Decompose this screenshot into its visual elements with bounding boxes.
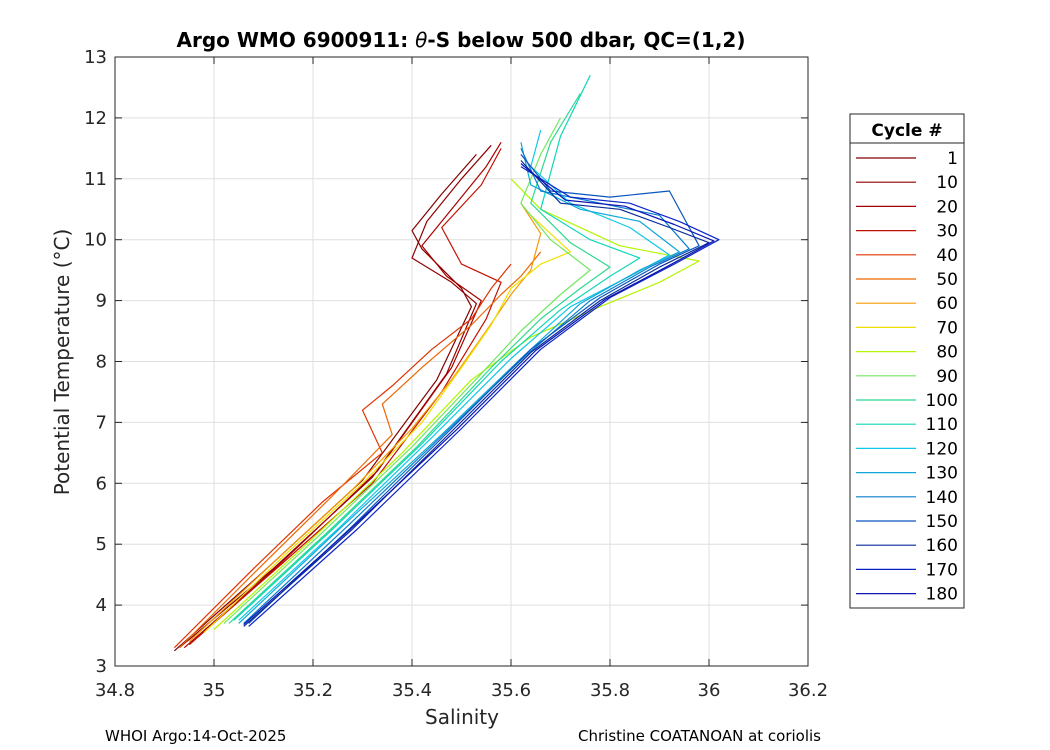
title-prefix: Argo WMO 6900911:	[177, 28, 416, 52]
y-tick-label: 11	[84, 169, 107, 190]
legend-label-cycle-90: 90	[936, 367, 958, 387]
y-tick-label: 4	[96, 595, 107, 616]
legend-label-cycle-150: 150	[926, 512, 958, 532]
legend-label-cycle-60: 60	[936, 294, 958, 314]
series-line-cycle-40	[173, 263, 512, 649]
title-theta-symbol: θ	[415, 28, 427, 52]
y-tick-label: 3	[96, 656, 107, 677]
series-line-cycle-160	[243, 160, 710, 627]
x-axis: 34.8 35 35.2 35.4 35.6 35.8 36 36.2	[95, 57, 828, 701]
title-suffix: -S below 500 dbar, QC=(1,2)	[427, 28, 745, 52]
legend-label-cycle-120: 120	[926, 439, 958, 459]
series-line-cycle-90	[223, 117, 591, 624]
legend-label-cycle-10: 10	[936, 173, 958, 193]
x-tick-label: 35.4	[392, 680, 432, 701]
series-line-cycle-80	[213, 178, 700, 630]
x-axis-label: Salinity	[425, 705, 499, 729]
legend-label-cycle-20: 20	[936, 197, 958, 217]
y-tick-label: 8	[96, 352, 107, 373]
x-tick-label: 35.8	[590, 680, 630, 701]
y-tick-label: 9	[96, 291, 107, 312]
footer-right: Christine COATANOAN at coriolis	[578, 727, 821, 745]
series-layer	[173, 75, 720, 652]
y-axis: 3 4 5 6 7 8 9 10 11 12 13	[84, 47, 808, 677]
y-tick-label: 12	[84, 108, 107, 129]
chart-title: Argo WMO 6900911: θ-S below 500 dbar, QC…	[177, 28, 746, 52]
legend-title: Cycle #	[871, 121, 942, 141]
y-tick-label: 13	[84, 47, 107, 68]
legend-box	[849, 113, 965, 609]
series-line-cycle-130	[238, 142, 680, 624]
y-tick-label: 7	[96, 412, 107, 433]
y-tick-label: 5	[96, 534, 107, 555]
series-line-cycle-150	[248, 154, 700, 624]
legend-label-cycle-170: 170	[926, 560, 958, 580]
x-tick-label: 35.6	[491, 680, 531, 701]
y-axis-label: Potential Temperature (°C)	[50, 229, 74, 496]
legend-label-cycle-40: 40	[936, 246, 958, 266]
legend-label-cycle-110: 110	[926, 415, 958, 435]
x-tick-label: 36	[698, 680, 721, 701]
legend-label-cycle-140: 140	[926, 488, 958, 508]
y-tick-label: 6	[96, 473, 107, 494]
series-line-cycle-20	[183, 141, 502, 649]
x-tick-label: 35.2	[293, 680, 333, 701]
series-line-cycle-180	[243, 163, 715, 626]
y-tick-label: 10	[84, 230, 107, 251]
legend: Cycle # 11020304050607080901001101201301…	[849, 113, 965, 609]
legend-label-cycle-100: 100	[926, 391, 958, 411]
series-line-cycle-170	[248, 166, 720, 627]
series-line-cycle-30	[188, 148, 502, 646]
footer-left: WHOI Argo:14-Oct-2025	[105, 727, 286, 745]
series-line-cycle-140	[243, 148, 690, 624]
series-line-cycle-50	[178, 251, 542, 649]
legend-label-cycle-160: 160	[926, 536, 958, 556]
legend-label-cycle-30: 30	[936, 222, 958, 242]
legend-label-cycle-180: 180	[926, 585, 958, 605]
legend-label-cycle-50: 50	[936, 270, 958, 290]
x-tick-label: 35	[203, 680, 226, 701]
legend-label-cycle-80: 80	[936, 343, 958, 363]
series-line-cycle-70	[203, 214, 571, 633]
x-tick-label: 34.8	[95, 680, 135, 701]
legend-label-cycle-1: 1	[947, 149, 958, 169]
legend-label-cycle-70: 70	[936, 318, 958, 338]
series-line-cycle-60	[188, 202, 542, 643]
legend-label-cycle-130: 130	[926, 464, 958, 484]
legend-items: 1102030405060708090100110120130140150160…	[856, 149, 958, 605]
x-tick-label: 36.2	[788, 680, 828, 701]
